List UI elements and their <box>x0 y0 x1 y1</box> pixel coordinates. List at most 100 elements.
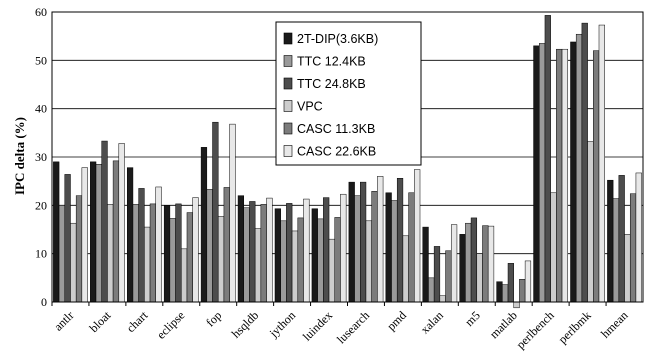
y-axis-title: IPC delta (%) <box>12 117 27 195</box>
legend-label: TTC 12.4KB <box>297 55 366 69</box>
bar-perlbench-s3 <box>550 192 557 303</box>
legend-label: 2T-DIP(3.6KB) <box>297 32 378 46</box>
bar-perlbmk-s5 <box>598 24 605 303</box>
bar-bloat-s5 <box>118 143 125 303</box>
bar-m5-s3 <box>476 253 483 303</box>
x-category-label: luindex <box>300 308 335 343</box>
x-category-label: fop <box>203 308 224 329</box>
y-tick-label: 20 <box>35 198 47 212</box>
bar-jython-s3 <box>291 230 299 303</box>
bar-lusearch-s4 <box>371 191 378 303</box>
y-tick-labels: 0 10 20 30 40 50 60 <box>35 5 47 309</box>
bar-antlr-s4 <box>75 195 83 303</box>
bar-fop-s3 <box>217 216 225 303</box>
legend-swatch <box>283 100 293 112</box>
bar-antlr-s2 <box>64 174 71 303</box>
bar-matlab-s3 <box>513 301 520 309</box>
y-tick-label: 40 <box>35 102 47 116</box>
x-category-label: eclipse <box>154 308 187 341</box>
bar-xalan-s0 <box>422 226 429 303</box>
bar-antlr-s3 <box>70 222 77 303</box>
bar-m5-s0 <box>459 234 466 303</box>
legend-swatch <box>283 55 293 67</box>
bar-hmean-s5 <box>635 172 642 303</box>
bar-chart-s0 <box>126 167 134 303</box>
bar-chart-s3 <box>144 226 151 303</box>
bar-matlab-s2 <box>507 263 514 303</box>
bar-xalan-s2 <box>433 246 441 303</box>
bar-perlbench-s1 <box>539 43 546 303</box>
bar-matlab-s5 <box>524 260 532 303</box>
bar-jython-s4 <box>297 217 304 303</box>
bar-xalan-s4 <box>445 250 452 303</box>
bar-fop-s5 <box>229 123 236 303</box>
bar-perlbench-s5 <box>561 48 569 303</box>
bar-chart-s5 <box>155 186 162 303</box>
bar-bloat-s1 <box>95 164 102 303</box>
bar-chart-s4 <box>149 203 156 303</box>
bar-hsqldb-s4 <box>260 204 267 303</box>
bar-chart-s2 <box>138 188 145 303</box>
bar-hsqldb-s3 <box>254 228 262 303</box>
bar-chart-s1 <box>132 204 139 303</box>
bar-fop-s4 <box>223 187 230 303</box>
bar-pmd-s0 <box>385 192 392 303</box>
bar-jython-s2 <box>286 203 293 303</box>
bar-pmd-s5 <box>414 169 421 303</box>
bar-m5-s4 <box>482 225 489 303</box>
bar-eclipse-s5 <box>192 197 199 303</box>
bar-luindex-s1 <box>317 218 324 303</box>
bar-eclipse-s0 <box>163 205 171 303</box>
bar-antlr-s1 <box>58 205 66 303</box>
bar-fop-s1 <box>206 189 213 303</box>
bar-pmd-s3 <box>402 235 409 303</box>
bar-luindex-s5 <box>340 193 347 303</box>
bar-lusearch-s0 <box>348 181 355 303</box>
y-tick-label: 60 <box>35 5 47 19</box>
bar-hsqldb-s1 <box>243 207 250 303</box>
bar-matlab-s4 <box>519 279 526 303</box>
bar-bloat-s0 <box>90 161 97 303</box>
bar-xalan-s5 <box>450 224 458 303</box>
bar-hsqldb-s2 <box>249 201 256 303</box>
bar-antlr-s0 <box>53 161 60 303</box>
legend-swatch <box>283 122 293 135</box>
bar-pmd-s4 <box>408 192 415 303</box>
bar-perlbench-s0 <box>533 45 540 303</box>
bar-pmd-s2 <box>396 178 404 303</box>
x-category-label: lusearch <box>334 308 372 346</box>
bar-hmean-s0 <box>607 179 614 303</box>
bar-luindex-s2 <box>323 197 330 303</box>
bar-perlbmk-s1 <box>575 33 583 303</box>
bar-hsqldb-s0 <box>237 195 245 303</box>
bar-luindex-s0 <box>311 208 318 303</box>
bar-bloat-s2 <box>101 140 108 303</box>
bar-pmd-s1 <box>391 200 398 303</box>
legend-swatch <box>283 77 293 90</box>
bar-jython-s0 <box>274 208 281 303</box>
x-category-label: perlbmk <box>556 308 594 346</box>
legend: 2T-DIP(3.6KB) TTC 12.4KB TTC 24.8KB VPC CASC… <box>275 21 422 166</box>
bar-perlbench-s4 <box>556 48 563 303</box>
x-category-label: m5 <box>462 308 483 329</box>
bar-matlab-s1 <box>502 284 509 303</box>
bar-hmean-s3 <box>624 234 631 303</box>
legend-label: TTC 24.8KB <box>297 77 366 91</box>
bar-lusearch-s3 <box>365 220 372 303</box>
x-category-label: bloat <box>87 308 114 335</box>
x-category-label: matlab <box>487 308 520 341</box>
bar-luindex-s3 <box>328 238 335 303</box>
bar-hmean-s1 <box>612 198 620 303</box>
legend-swatch <box>283 32 293 45</box>
x-category-label: chart <box>124 308 151 335</box>
bar-xalan-s1 <box>428 277 435 303</box>
bar-bloat-s3 <box>107 204 114 303</box>
bar-lusearch-s2 <box>360 181 367 303</box>
bar-eclipse-s2 <box>175 203 182 303</box>
bar-lusearch-s5 <box>377 176 384 303</box>
bar-antlr-s5 <box>81 167 88 303</box>
bar-hsqldb-s5 <box>266 197 273 303</box>
x-category-label: perlbench <box>513 308 556 351</box>
bar-xalan-s3 <box>439 295 446 303</box>
